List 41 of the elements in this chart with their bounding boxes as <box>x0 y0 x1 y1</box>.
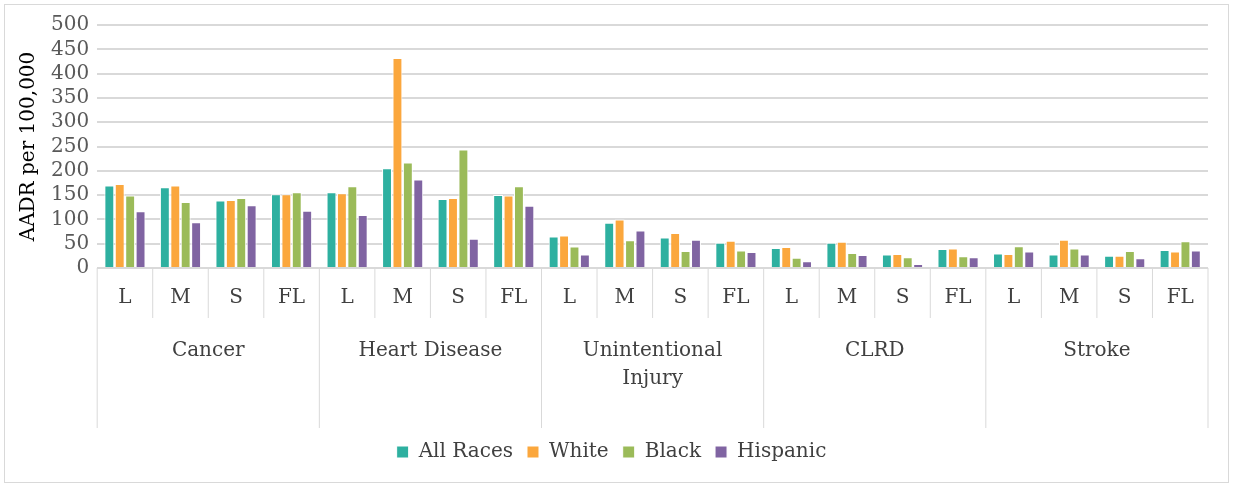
x-tick-label: S <box>229 284 243 309</box>
legend-label: Black <box>644 438 702 463</box>
x-tick-label: L <box>118 284 132 309</box>
text: Unintentional Injury <box>582 337 723 390</box>
y-tick-label: 500 <box>50 11 90 36</box>
text: CLRD <box>844 337 905 362</box>
y-tick-label: 250 <box>50 132 90 157</box>
x-tick-label: FL <box>944 284 972 309</box>
x-tick-label: L <box>1006 284 1021 309</box>
y-tick-label: 450 <box>50 35 90 60</box>
y-tick-label: 50 <box>63 229 90 254</box>
x-tick-label: FL <box>277 284 306 309</box>
x-tick-label: L <box>562 284 576 309</box>
x-tick-label: M <box>392 284 413 309</box>
text: Stroke <box>1063 337 1131 362</box>
legend-label: All Races <box>417 438 513 463</box>
x-tick-label: M <box>1058 284 1080 309</box>
y-axis-title: AADR per 100,000 <box>15 51 40 243</box>
x-tick-label: M <box>836 284 858 309</box>
x-tick-label: L <box>340 284 354 309</box>
y-tick-label: 150 <box>50 181 90 206</box>
x-tick-label: M <box>614 284 636 309</box>
x-tick-label: FL <box>1166 284 1194 309</box>
x-tick-label: S <box>673 284 688 309</box>
x-tick-label: FL <box>722 284 750 309</box>
y-tick-label: 0 <box>76 254 90 279</box>
x-tick-label: S <box>1117 284 1132 309</box>
y-tick-label: 400 <box>50 59 90 84</box>
y-tick-label: 350 <box>50 84 90 109</box>
x-tick-label: S <box>895 284 910 309</box>
legend-label: Hispanic <box>737 438 827 463</box>
x-tick-label: S <box>451 284 466 309</box>
x-tick-label: L <box>784 284 799 309</box>
text: Cancer <box>171 337 246 362</box>
x-tick-label: FL <box>500 284 528 309</box>
y-tick-label: 100 <box>50 205 90 230</box>
x-tick-label: M <box>170 284 191 309</box>
y-tick-label: 300 <box>50 108 90 133</box>
text: Heart Disease <box>358 337 503 362</box>
legend-label: White <box>548 438 609 463</box>
y-tick-label: 200 <box>50 157 90 181</box>
